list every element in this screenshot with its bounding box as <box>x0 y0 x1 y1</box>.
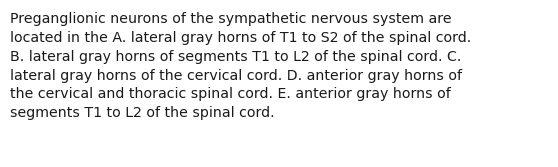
Text: Preganglionic neurons of the sympathetic nervous system are
located in the A. la: Preganglionic neurons of the sympathetic… <box>10 12 472 120</box>
